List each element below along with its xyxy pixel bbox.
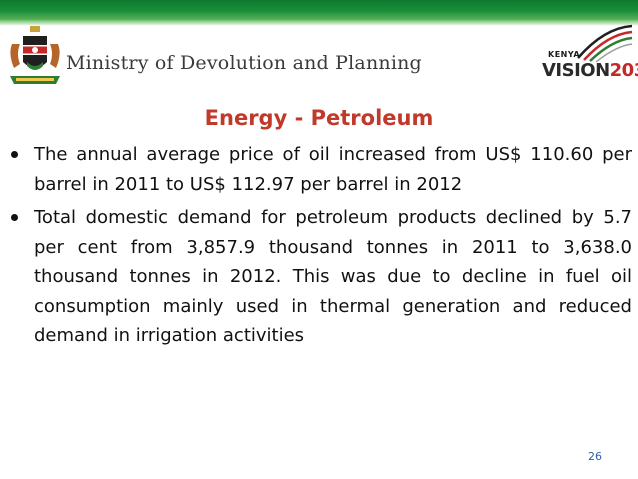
page-number: 26 <box>588 450 602 463</box>
bullet-text: The annual average price of oil increase… <box>34 144 632 195</box>
coat-of-arms-icon <box>10 26 60 84</box>
bullet-item: Total domestic demand for petroleum prod… <box>8 203 632 351</box>
bullet-text: Total domestic demand for petroleum prod… <box>34 207 632 346</box>
vision-logo-kenya: KENYA <box>548 50 581 59</box>
ministry-name: Ministry of Devolution and Planning <box>66 52 422 74</box>
bullet-dot-icon <box>11 214 18 221</box>
slide-title: Energy - Petroleum <box>204 106 434 130</box>
slide-header: Ministry of Devolution and Planning KENY… <box>0 20 638 100</box>
vision-swoosh-icon <box>577 24 633 62</box>
bullet-item: The annual average price of oil increase… <box>8 140 632 199</box>
vision-logo-year: 2030 <box>609 60 638 81</box>
bullet-list: The annual average price of oil increase… <box>8 140 632 355</box>
top-banner-shade <box>0 20 638 26</box>
top-banner <box>0 0 638 20</box>
kenya-vision-2030-logo: KENYA VISION2030 <box>540 22 638 94</box>
bullet-dot-icon <box>11 151 18 158</box>
vision-logo-text: VISION2030 <box>542 60 638 81</box>
vision-logo-word: VISION <box>542 60 610 81</box>
